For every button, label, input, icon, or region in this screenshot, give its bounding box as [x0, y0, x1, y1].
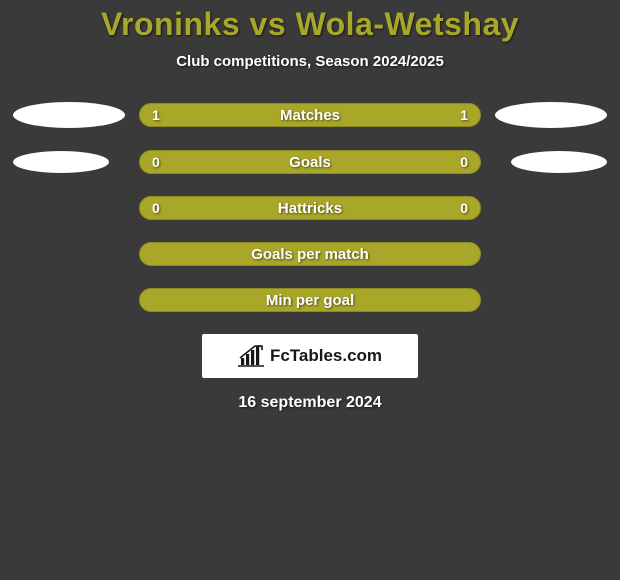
stat-row: Goals per match: [0, 242, 620, 266]
stat-row: 0 Goals 0: [0, 150, 620, 174]
stat-right-value: 1: [460, 107, 468, 123]
stat-label: Hattricks: [278, 200, 342, 217]
comparison-infographic: Vroninks vs Wola-Wetshay Club competitio…: [0, 0, 620, 580]
infographic-date: 16 september 2024: [0, 394, 620, 412]
page-title: Vroninks vs Wola-Wetshay: [0, 6, 620, 43]
stat-bar: 1 Matches 1: [139, 103, 481, 127]
stat-bar: 0 Goals 0: [139, 150, 481, 174]
stat-label: Min per goal: [266, 292, 354, 309]
stat-label: Goals: [289, 154, 331, 171]
brand-chart-icon: [238, 345, 264, 367]
left-ellipse: [13, 102, 125, 128]
stat-left-value: 0: [152, 154, 160, 170]
stat-right-value: 0: [460, 200, 468, 216]
page-subtitle: Club competitions, Season 2024/2025: [0, 53, 620, 70]
brand-text: FcTables.com: [270, 346, 382, 366]
stat-row: Min per goal: [0, 288, 620, 312]
right-slot: [481, 102, 620, 128]
stat-label: Matches: [280, 107, 340, 124]
stat-right-value: 0: [460, 154, 468, 170]
stat-bar: Min per goal: [139, 288, 481, 312]
left-slot: [0, 151, 139, 173]
left-ellipse: [13, 151, 109, 173]
stat-left-value: 0: [152, 200, 160, 216]
stat-row: 0 Hattricks 0: [0, 196, 620, 220]
stat-rows: 1 Matches 1 0 Goals 0 0 Hattricks 0 Goals per mat…: [0, 102, 620, 312]
stat-bar: Goals per match: [139, 242, 481, 266]
right-ellipse: [511, 151, 607, 173]
stat-row: 1 Matches 1: [0, 102, 620, 128]
right-slot: [481, 151, 620, 173]
left-slot: [0, 102, 139, 128]
stat-bar: 0 Hattricks 0: [139, 196, 481, 220]
right-ellipse: [495, 102, 607, 128]
brand-badge: FcTables.com: [202, 334, 418, 378]
stat-label: Goals per match: [251, 246, 369, 263]
stat-left-value: 1: [152, 107, 160, 123]
